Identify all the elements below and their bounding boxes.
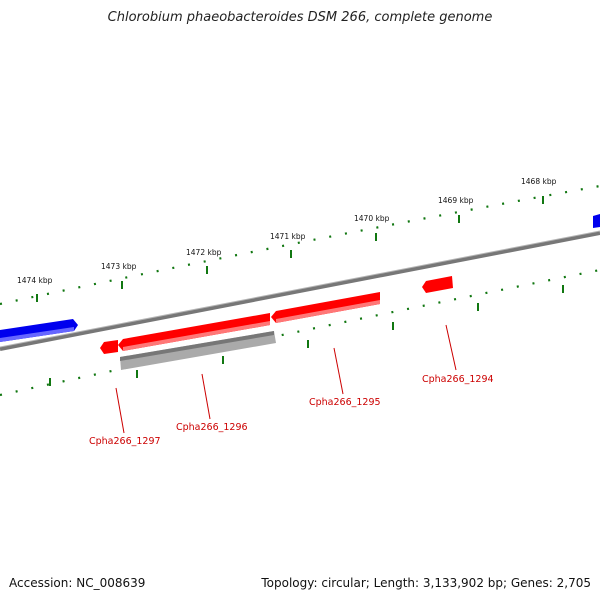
gene-label: Cpha266_1296 xyxy=(176,422,248,433)
label-leader-line xyxy=(115,387,125,434)
kbp-label: 1469 kbp xyxy=(438,196,474,205)
gene-arrow-cpha266-1295-shade xyxy=(276,300,380,323)
kbp-label: 1471 kbp xyxy=(270,232,306,241)
gene-arrow-cpha266-1296-shade xyxy=(123,321,270,351)
kbp-label: 1468 kbp xyxy=(521,177,557,186)
gene-arrow-blue-left-shade xyxy=(0,327,74,342)
label-leader-line xyxy=(333,347,344,395)
pseudogene-bar-shade xyxy=(120,331,274,361)
gene-label: Cpha266_1295 xyxy=(309,397,381,408)
map-title: Chlorobium phaeobacteroides DSM 266, com… xyxy=(107,10,493,25)
accession-text: Accession: NC_008639 xyxy=(9,576,146,590)
label-leader-line xyxy=(445,324,457,371)
major-ticks xyxy=(36,196,564,386)
gene-arrow-cpha266-1297 xyxy=(100,340,118,354)
genome-backbone-highlight xyxy=(0,230,600,348)
kbp-label: 1474 kbp xyxy=(17,276,53,285)
genome-backbone xyxy=(0,231,600,351)
outer-tick-track xyxy=(0,184,600,306)
gene-label: Cpha266_1294 xyxy=(422,374,494,385)
kbp-label: 1470 kbp xyxy=(354,214,390,223)
genome-stats-text: Topology: circular; Length: 3,133,902 bp… xyxy=(261,576,591,590)
gene-arrow-cpha266-1294 xyxy=(422,276,453,293)
kbp-label: 1473 kbp xyxy=(101,262,137,271)
gene-arrow-blue-right xyxy=(593,214,600,228)
gene-label: Cpha266_1297 xyxy=(89,436,161,447)
kbp-label: 1472 kbp xyxy=(186,248,222,257)
label-leader-line xyxy=(201,373,211,420)
